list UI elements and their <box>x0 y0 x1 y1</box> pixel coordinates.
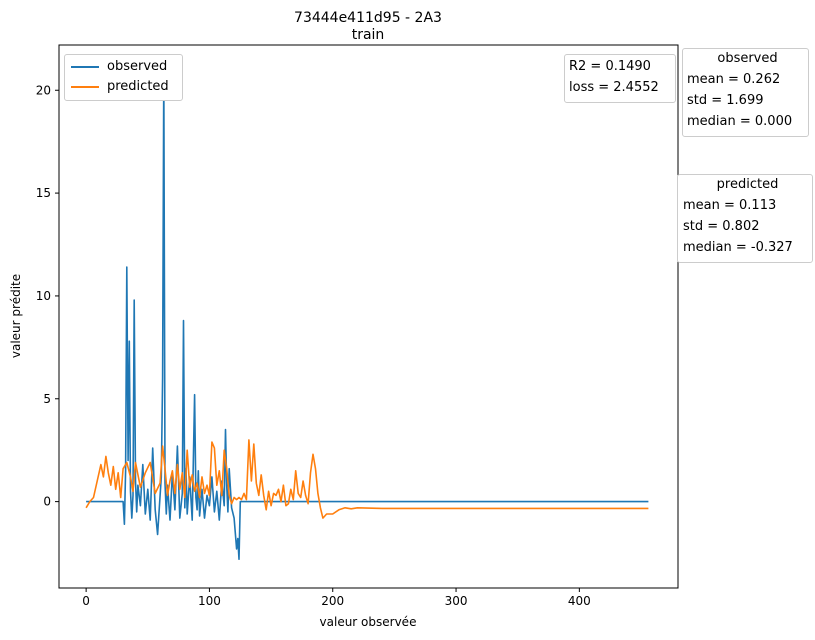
legend-swatch-predicted <box>71 85 99 88</box>
legend-label-observed: observed <box>107 59 168 74</box>
chart-subtitle: train <box>352 27 385 43</box>
x-tick-label: 300 <box>445 594 468 608</box>
x-tick-label: 0 <box>82 594 90 608</box>
x-tick-label: 100 <box>198 594 221 608</box>
metric-loss: loss = 2.4552 <box>569 80 659 95</box>
observed-stats-title: observed <box>717 51 778 66</box>
observed-median: median = 0.000 <box>687 114 793 129</box>
plot-area: 0 100 200 300 400 0 5 10 15 20 <box>36 68 649 608</box>
y-tick-label: 20 <box>36 83 51 97</box>
observed-std: std = 1.699 <box>687 93 764 108</box>
predicted-std: std = 0.802 <box>683 219 760 234</box>
y-tick-label: 5 <box>43 392 51 406</box>
metrics-box: R2 = 0.1490 loss = 2.4552 <box>564 54 676 103</box>
x-tick-label: 400 <box>568 594 591 608</box>
x-axis-label: valeur observée <box>320 615 417 629</box>
plot-frame <box>58 44 679 589</box>
x-tick-label: 200 <box>321 594 344 608</box>
y-axis-label: valeur prédite <box>9 274 23 358</box>
predicted-stats-title: predicted <box>716 177 779 192</box>
predicted-mean: mean = 0.113 <box>683 198 777 213</box>
observed-mean: mean = 0.262 <box>687 72 781 87</box>
legend-entry-predicted: predicted <box>71 77 169 97</box>
y-tick-label: 15 <box>36 186 51 200</box>
series-line-observed <box>86 68 649 561</box>
predicted-median: median = -0.327 <box>683 240 793 255</box>
legend-label-predicted: predicted <box>107 79 169 94</box>
predicted-stats-box: predicted mean = 0.113 std = 0.802 media… <box>677 174 813 263</box>
legend-swatch-observed <box>71 65 99 68</box>
y-tick-label: 0 <box>43 495 51 509</box>
legend-entry-observed: observed <box>71 57 167 77</box>
y-tick-label: 10 <box>36 289 51 303</box>
observed-stats-box: observed mean = 0.262 std = 1.699 median… <box>682 48 809 137</box>
legend: observed predicted <box>64 54 183 101</box>
chart-title: 73444e411d95 - 2A3 <box>294 10 442 26</box>
metric-r2: R2 = 0.1490 <box>569 59 651 74</box>
series-line-predicted <box>85 439 649 519</box>
